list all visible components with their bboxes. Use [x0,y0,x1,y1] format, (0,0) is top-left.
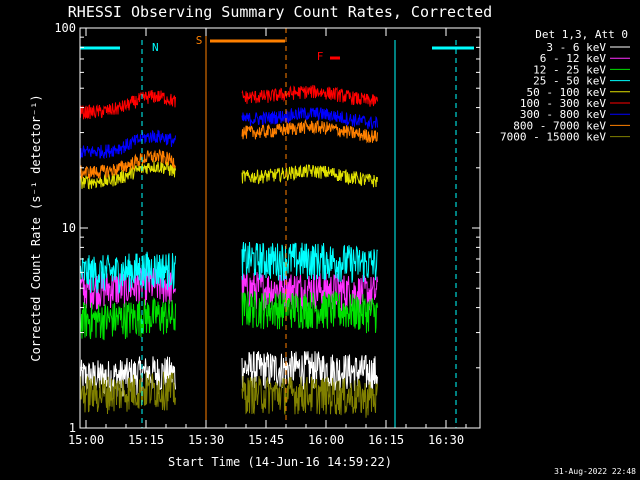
series-line-6-seg1 [79,89,176,120]
y-tick-label-0: 1 [69,421,76,435]
y-tick-label-2: 100 [54,21,76,35]
chart-title: RHESSI Observing Summary Count Rates, Co… [68,3,492,21]
series-line-5-seg1 [79,160,176,190]
x-tick-label-0: 15:00 [68,433,104,447]
legend-label-7: 300 - 800 keV [520,108,606,121]
legend-label-3: 12 - 25 keV [533,63,606,76]
x-tick-label-1: 15:15 [128,433,164,447]
legend-label-1: 3 - 6 keV [546,41,606,54]
x-tick-label-6: 16:30 [428,433,464,447]
series-line-4-seg2 [241,241,378,283]
legend-label-4: 25 - 50 keV [533,75,606,88]
series-line-2-seg2 [241,271,378,313]
legend-label-5: 50 - 100 keV [527,86,607,99]
legend-label-9: 7000 - 15000 keV [500,131,606,144]
n-flag-label: N [152,41,159,54]
series-line-9-seg1 [79,371,176,415]
series-line-3-seg2 [241,290,378,334]
y-tick-label-1: 10 [62,221,76,235]
series-line-4-seg1 [79,251,176,295]
series-line-6-seg2 [241,84,378,107]
legend-label-2: 6 - 12 keV [540,52,607,65]
overlay-layer: N S F [80,28,474,428]
x-tick-label-5: 16:15 [368,433,404,447]
series-line-8-seg2 [241,118,378,144]
x-tick-label-4: 16:00 [308,433,344,447]
series-line-3-seg1 [79,297,176,341]
x-tick-label-2: 15:30 [188,433,224,447]
series-line-9-seg2 [241,375,378,418]
series-line-7-seg1 [79,129,176,160]
s-flag-label: S [196,34,203,47]
legend-header: Det 1,3, Att 0 [535,28,628,41]
series-line-5-seg2 [241,164,378,188]
legend-label-8: 800 - 7000 keV [513,119,606,132]
x-tick-label-3: 15:45 [248,433,284,447]
series-line-2-seg1 [79,266,176,310]
data-layer [79,84,378,418]
x-axis-title: Start Time (14-Jun-16 14:59:22) [168,455,392,469]
series-line-7-seg2 [241,107,378,130]
f-flag-label: F [317,50,324,63]
series-line-1-seg2 [241,350,378,394]
timestamp: 31-Aug-2022 22:48 [554,467,636,476]
axis-layer: 15:00 15:15 15:30 15:45 16:00 16:15 16:30 1 10 10… [54,21,480,447]
series-line-8-seg1 [79,148,176,179]
legend-label-6: 100 - 300 keV [520,97,606,110]
y-axis-title: Corrected Count Rate (s⁻¹ detector⁻¹) [29,94,43,361]
